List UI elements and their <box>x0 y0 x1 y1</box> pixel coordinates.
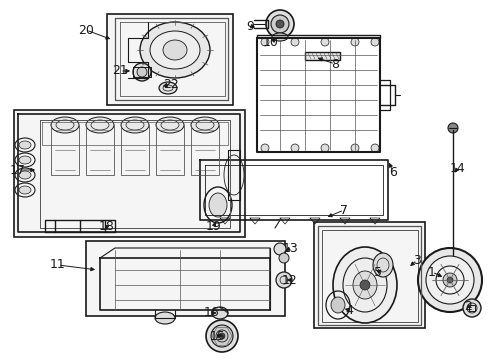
Ellipse shape <box>121 117 149 133</box>
Text: 4: 4 <box>345 303 352 316</box>
Text: 19: 19 <box>206 220 222 233</box>
Text: 5: 5 <box>373 266 381 279</box>
Ellipse shape <box>359 280 369 290</box>
Ellipse shape <box>163 40 186 60</box>
Ellipse shape <box>191 117 219 133</box>
Ellipse shape <box>219 333 224 339</box>
Ellipse shape <box>270 15 288 33</box>
Ellipse shape <box>51 117 79 133</box>
Ellipse shape <box>210 325 232 347</box>
Ellipse shape <box>417 248 481 312</box>
Polygon shape <box>305 52 339 60</box>
Ellipse shape <box>150 31 200 69</box>
Ellipse shape <box>275 20 284 28</box>
Text: 11: 11 <box>50 258 66 271</box>
Ellipse shape <box>350 144 358 152</box>
Text: 17: 17 <box>10 163 26 176</box>
Text: 16: 16 <box>203 306 220 320</box>
Ellipse shape <box>261 144 268 152</box>
Ellipse shape <box>208 193 226 217</box>
Ellipse shape <box>462 299 480 317</box>
Ellipse shape <box>212 307 227 319</box>
Bar <box>86 241 285 316</box>
Ellipse shape <box>425 256 473 304</box>
Text: 3: 3 <box>412 253 420 266</box>
Text: 10: 10 <box>263 36 278 49</box>
Text: 12: 12 <box>282 274 297 287</box>
Ellipse shape <box>352 271 376 299</box>
Ellipse shape <box>370 144 378 152</box>
Ellipse shape <box>137 67 147 77</box>
Ellipse shape <box>370 38 378 46</box>
Ellipse shape <box>275 272 291 288</box>
Ellipse shape <box>19 141 31 149</box>
Text: 8: 8 <box>330 58 338 71</box>
Text: 13: 13 <box>283 242 298 255</box>
Ellipse shape <box>279 253 288 263</box>
Text: 7: 7 <box>339 203 347 216</box>
Ellipse shape <box>372 253 392 277</box>
Ellipse shape <box>442 273 456 287</box>
Ellipse shape <box>290 38 298 46</box>
Ellipse shape <box>159 82 177 94</box>
Ellipse shape <box>290 144 298 152</box>
Ellipse shape <box>447 123 457 133</box>
Bar <box>313 222 424 328</box>
Ellipse shape <box>155 312 175 324</box>
Text: 6: 6 <box>388 166 396 179</box>
Bar <box>107 14 232 105</box>
Ellipse shape <box>19 156 31 164</box>
Ellipse shape <box>19 186 31 194</box>
Text: 9: 9 <box>245 19 253 32</box>
Text: 22: 22 <box>163 77 179 90</box>
Ellipse shape <box>156 117 183 133</box>
Ellipse shape <box>332 247 396 323</box>
Ellipse shape <box>265 10 293 38</box>
Text: 2: 2 <box>463 300 471 312</box>
Ellipse shape <box>205 320 238 352</box>
Ellipse shape <box>330 297 345 313</box>
Ellipse shape <box>320 144 328 152</box>
Ellipse shape <box>271 33 287 41</box>
Ellipse shape <box>19 171 31 179</box>
Text: 18: 18 <box>99 220 115 233</box>
Ellipse shape <box>133 63 151 81</box>
Text: 14: 14 <box>449 162 465 175</box>
Ellipse shape <box>261 38 268 46</box>
Ellipse shape <box>446 277 452 283</box>
Text: 15: 15 <box>210 329 225 342</box>
Text: 21: 21 <box>112 64 128 77</box>
Bar <box>14 110 244 237</box>
Ellipse shape <box>140 22 209 78</box>
Ellipse shape <box>273 243 285 255</box>
Ellipse shape <box>320 38 328 46</box>
Ellipse shape <box>350 38 358 46</box>
Ellipse shape <box>86 117 114 133</box>
Text: 1: 1 <box>427 266 435 279</box>
Text: 20: 20 <box>78 23 94 36</box>
